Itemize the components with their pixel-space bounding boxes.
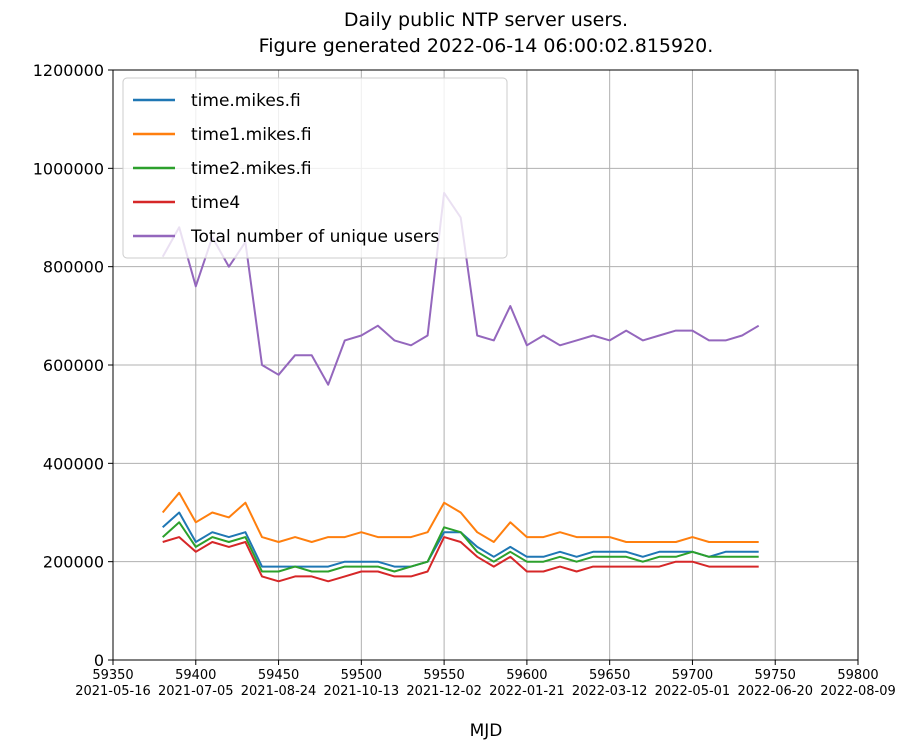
x-tick-date: 2022-05-01	[655, 684, 731, 699]
line-series	[162, 536, 759, 583]
chart-subtitle: Figure generated 2022-06-14 06:00:02.815…	[259, 35, 714, 57]
x-tick-date: 2021-07-05	[158, 684, 234, 699]
x-tick-date: 2021-12-02	[406, 684, 482, 699]
x-tick-label: 59600	[506, 668, 547, 683]
legend-label: time1.mikes.fi	[191, 125, 312, 145]
x-tick-date: 2022-08-09	[820, 684, 896, 699]
plot-frame	[112, 69, 859, 661]
x-axis-label: MJD	[470, 721, 503, 741]
x-tick-label: 59350	[92, 668, 133, 683]
y-tick-label: 600000	[43, 356, 104, 375]
chart-title: Daily public NTP server users.	[344, 9, 628, 31]
x-tick-label: 59400	[175, 668, 216, 683]
y-tick-label: 1200000	[33, 61, 104, 80]
x-tick-label: 59700	[672, 668, 713, 683]
y-tick-label: 800000	[43, 258, 104, 277]
y-tick-label: 200000	[43, 553, 104, 572]
x-tick-date: 2021-10-13	[324, 684, 400, 699]
legend-label: Total number of unique users	[190, 227, 439, 247]
x-tick-label: 59550	[423, 668, 464, 683]
line-series	[161, 491, 759, 543]
x-tick-date: 2022-06-20	[737, 684, 813, 699]
legend: time.mikes.fi time1.mikes.fi time2.mikes.f…	[122, 77, 508, 259]
legend-label: time4	[191, 193, 240, 213]
x-tick-label: 59650	[589, 668, 630, 683]
x-tick-label: 59450	[258, 668, 299, 683]
x-tick-label: 59750	[755, 668, 796, 683]
x-tick-date: 2022-01-21	[489, 684, 565, 699]
legend-label: time.mikes.fi	[191, 91, 301, 111]
x-tick-label: 59500	[341, 668, 382, 683]
x-tick-date: 2021-05-16	[75, 684, 151, 699]
legend-box	[122, 77, 508, 259]
y-tick-label: 1000000	[33, 159, 104, 178]
x-tick-date: 2021-08-24	[241, 684, 317, 699]
x-tick-label: 59800	[837, 668, 878, 683]
x-tick-date: 2022-03-12	[572, 684, 648, 699]
line-series	[162, 521, 759, 573]
legend-label: time2.mikes.fi	[191, 159, 312, 179]
y-tick-label: 0	[94, 651, 104, 670]
y-tick-label: 400000	[43, 454, 104, 473]
